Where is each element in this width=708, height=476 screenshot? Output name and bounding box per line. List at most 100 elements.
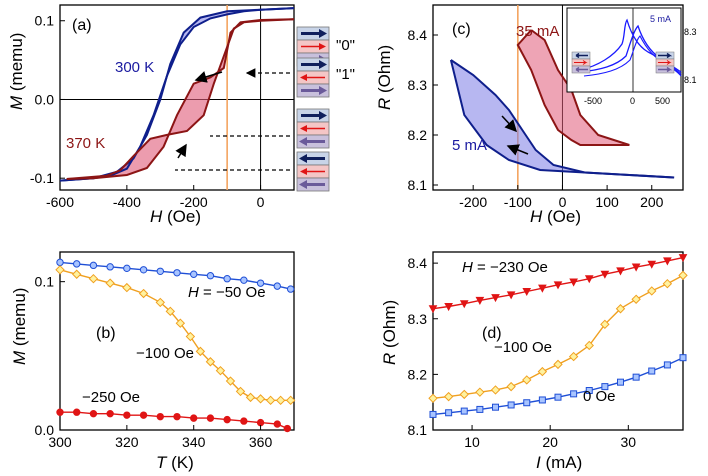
d-point-1-9 [568,351,579,362]
ytick-label-d-0: 8.1 [408,422,428,438]
b-point-1-10 [195,346,206,357]
d-point-0-16 [678,254,688,263]
b-point-1-19 [285,395,296,406]
label-b-50oe: H = −50 Oe [188,284,266,301]
panel-b-ticks: 300 320 340 360 0.0 0.1 [35,274,273,450]
label-d-100oe: −100 Oe [494,339,552,356]
d-point-2-14 [648,367,656,375]
b-point-0-4 [123,264,131,273]
d-point-1-7 [537,366,548,377]
label-300k: 300 K [115,59,154,76]
panel-a-curves [59,5,295,190]
d-point-0-5 [506,291,516,300]
loop-35ma-b [516,29,630,146]
xtick-label-a-1: -400 [113,194,141,210]
panel-c-inset: 5 mA -500 0 500 8.1 8.3 [566,7,697,106]
ytick-label-c-3: 8.4 [408,27,428,43]
label-35ma: 35 mA [516,23,559,40]
state-label-1: "1" [336,66,355,83]
ytick-label-d-2: 8.3 [408,311,428,327]
d-point-2-5 [507,401,515,409]
inset-ytick-0: 8.1 [684,75,697,85]
b-point-2-14 [283,424,292,433]
d-point-0-3 [475,296,485,305]
b-point-2-9 [206,414,215,422]
panel-b: 300 320 340 360 0.0 0.1 (b) H = −50 Oe −100 O… [10,251,296,472]
ytick-label-a-0: -0.1 [30,170,54,186]
xtick-label-b-1: 320 [115,434,139,450]
b-point-2-13 [273,420,281,428]
b-point-0-3 [106,263,114,271]
b-point-0-5 [139,266,148,274]
d-point-1-2 [459,389,469,400]
b-point-1-9 [185,331,196,342]
b-point-2-10 [223,415,231,424]
d-point-2-2 [460,407,468,415]
ytick-label-c-1: 8.2 [408,127,428,143]
b-point-1-5 [138,288,149,299]
d-point-2-6 [523,399,531,407]
inset-label: 5 mA [650,14,671,24]
loop-370k-up [66,18,295,180]
b-point-1-0 [55,265,65,275]
d-point-1-15 [662,278,673,289]
d-point-2-0 [429,410,437,418]
b-point-0-7 [173,269,181,277]
ytick-label-d-3: 8.4 [408,255,428,271]
d-point-1-6 [522,375,532,385]
b-point-1-16 [255,394,266,404]
panel-a: -600 -400 -200 0-0.10.00.1 (a) 300 K 370 K … [7,4,295,226]
panel-d-marks [428,254,688,418]
state-icon-3 [296,151,330,192]
ytick-label-b-1: 0.1 [35,274,55,290]
loop-300k-fill [60,8,294,181]
inset-xtick-2: 500 [655,96,670,106]
xtick-label-c-3: 100 [595,194,619,210]
panel-a-frame [59,4,295,191]
arrow-c-left [506,144,529,156]
d-point-2-12 [617,378,624,386]
b-point-0-9 [206,272,215,280]
b-point-0-14 [286,285,295,293]
ytick-label-d-1: 8.2 [408,366,428,382]
d-point-0-8 [553,281,563,290]
d-point-0-15 [663,257,672,266]
b-point-0-1 [73,260,81,268]
d-point-2-3 [476,405,484,413]
d-point-2-16 [679,354,687,362]
b-point-1-17 [265,395,276,406]
d-point-0-11 [600,270,610,279]
b-point-0-2 [89,261,98,270]
panel-d-ticks: 10 20 30 8.1 8.2 8.3 8.4 [408,255,637,450]
d-point-1-11 [600,319,610,330]
b-point-1-2 [88,273,99,284]
b-point-1-7 [165,306,176,317]
label-b-250oe: −250 Oe [82,389,140,406]
d-point-0-6 [522,287,532,297]
b-point-1-3 [105,278,115,288]
xtick-label-c-4: 200 [640,194,664,210]
b-point-2-1 [73,408,81,416]
panel-c: -200 -100 0 100 200 8.1 8.2 8.3 8.4 (c) 35 mA 5 … [375,4,697,226]
state-icon-1 [296,57,330,98]
panel-a-label: (a) [72,17,92,34]
b-point-2-7 [173,412,181,421]
xtick-label-b-3: 360 [249,434,273,450]
b-point-0-6 [156,267,164,275]
d-point-0-2 [459,300,469,309]
b-point-2-12 [256,418,265,427]
panel-d-label: (d) [482,325,502,342]
b-point-0-0 [56,258,64,267]
d-point-0-14 [647,260,657,269]
panel-d: 10 20 30 8.1 8.2 8.3 8.4 (d) H = −230 Oe −100 … [380,251,688,472]
label-370k: 370 K [66,135,105,152]
loop-5ma-b [449,59,675,179]
b-point-1-8 [175,318,186,328]
b-point-2-0 [56,408,64,416]
panel-c-label: (c) [452,21,471,38]
d-point-2-4 [492,403,499,411]
b-point-1-12 [215,365,226,376]
d-point-0-7 [538,284,547,293]
arrow-sweep-up [175,143,187,159]
